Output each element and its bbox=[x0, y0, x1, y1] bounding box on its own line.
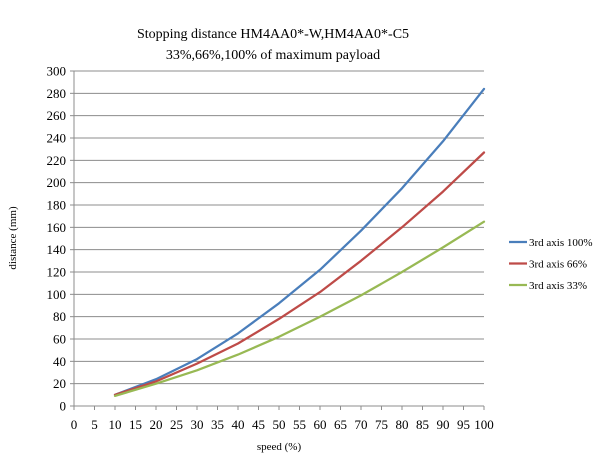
y-tick-label: 40 bbox=[53, 354, 66, 369]
x-tick-label: 10 bbox=[109, 417, 122, 432]
y-tick-label: 200 bbox=[47, 175, 67, 190]
legend-label-3: 3rd axis 33% bbox=[529, 280, 587, 292]
x-tick-label: 55 bbox=[293, 417, 306, 432]
x-tick-label: 95 bbox=[457, 417, 470, 432]
x-tick-label: 60 bbox=[314, 417, 327, 432]
y-tick-label: 120 bbox=[47, 265, 67, 280]
x-tick-label: 30 bbox=[191, 417, 204, 432]
y-tick-label: 20 bbox=[53, 376, 66, 391]
chart-title-line-1: Stopping distance HM4AA0*-W,HM4AA0*-C5 bbox=[137, 27, 409, 42]
y-tick-label: 260 bbox=[47, 108, 67, 123]
chart-title-line-2: 33%,66%,100% of maximum payload bbox=[166, 48, 380, 63]
y-tick-label: 80 bbox=[53, 309, 66, 324]
y-tick-label: 0 bbox=[60, 399, 67, 414]
x-tick-label: 15 bbox=[129, 417, 142, 432]
grid bbox=[74, 70, 484, 385]
x-tick-label: 0 bbox=[71, 417, 78, 432]
y-tick-label: 160 bbox=[47, 220, 67, 235]
legend-label-2: 3rd axis 66% bbox=[529, 259, 587, 271]
x-tick-label: 35 bbox=[211, 417, 224, 432]
x-tick-label: 65 bbox=[334, 417, 347, 432]
x-axis-ticks: 0 5 10 15 20 25 30 35 40 45 50 55 60 65 70 75 80 85 90 95 10… bbox=[71, 406, 494, 432]
y-tick-label: 60 bbox=[53, 332, 66, 347]
legend-label-1: 3rd axis 100% bbox=[529, 237, 593, 249]
series-line-2 bbox=[113, 151, 486, 396]
axes bbox=[73, 71, 484, 407]
x-tick-label: 90 bbox=[437, 417, 450, 432]
x-tick-label: 25 bbox=[170, 417, 183, 432]
legend: 3rd axis 100% 3rd axis 66% 3rd axis 33% bbox=[509, 237, 593, 292]
x-tick-label: 100 bbox=[474, 417, 494, 432]
series-line-1 bbox=[113, 87, 486, 396]
y-axis-ticks: 0 20 40 60 80 100 120 140 160 180 200 220 240 260 280 3… bbox=[47, 64, 74, 414]
y-tick-label: 300 bbox=[47, 64, 67, 79]
data-series bbox=[113, 87, 486, 398]
y-tick-label: 180 bbox=[47, 198, 67, 213]
x-tick-label: 70 bbox=[355, 417, 368, 432]
y-tick-label: 280 bbox=[47, 86, 67, 101]
y-tick-label: 240 bbox=[47, 131, 67, 146]
series-line-3 bbox=[113, 220, 486, 398]
y-tick-label: 100 bbox=[47, 287, 67, 302]
x-tick-label: 40 bbox=[232, 417, 245, 432]
y-axis-label: distance (mm) bbox=[7, 206, 19, 270]
x-tick-label: 80 bbox=[396, 417, 409, 432]
y-tick-label: 220 bbox=[47, 153, 67, 168]
x-tick-label: 45 bbox=[252, 417, 265, 432]
x-tick-label: 5 bbox=[91, 417, 98, 432]
x-tick-label: 20 bbox=[150, 417, 163, 432]
chart-title: Stopping distance HM4AA0*-W,HM4AA0*-C5 3… bbox=[137, 27, 409, 63]
x-tick-label: 50 bbox=[273, 417, 286, 432]
y-tick-label: 140 bbox=[47, 242, 67, 257]
x-tick-label: 85 bbox=[416, 417, 429, 432]
x-tick-label: 75 bbox=[375, 417, 388, 432]
x-axis-label: speed (%) bbox=[257, 441, 302, 453]
